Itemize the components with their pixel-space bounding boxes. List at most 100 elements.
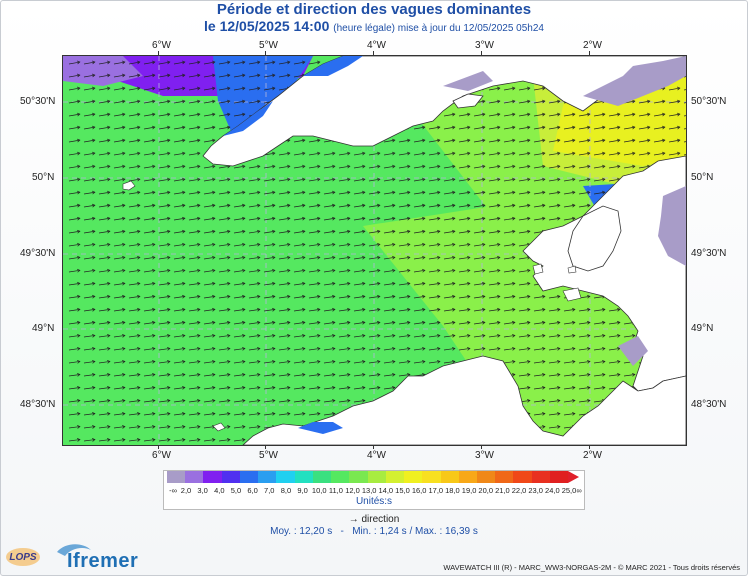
direction-arrow [128, 191, 140, 195]
direction-arrow-head [316, 203, 321, 208]
colorbar-legend: -∞ 2,0 3,0 4,0 5,0 6,0 7,0 8,0 9,0 10,0 11,0 12,0 13… [163, 470, 585, 510]
direction-arrow [248, 296, 260, 299]
direction-arrow [128, 230, 140, 234]
direction-arrow [278, 243, 290, 247]
direction-arrow [128, 243, 140, 247]
direction-arrow-head [526, 112, 531, 117]
direction-arrow [443, 191, 455, 195]
direction-arrow [593, 374, 605, 377]
direction-arrow [128, 413, 140, 416]
direction-arrow [233, 243, 245, 247]
direction-arrow-head [391, 255, 396, 260]
direction-arrow-head [406, 216, 411, 221]
direction-arrow-head [287, 399, 291, 403]
direction-arrow-head [481, 320, 486, 325]
direction-arrow [578, 335, 590, 338]
direction-arrow [158, 74, 170, 78]
direction-arrow-head [91, 73, 96, 78]
direction-arrow-head [347, 399, 351, 403]
direction-arrow-head [76, 203, 81, 208]
direction-arrow-head [151, 333, 156, 338]
direction-arrow [128, 309, 140, 312]
direction-arrow [233, 413, 245, 416]
direction-arrow-head [256, 372, 261, 377]
direction-arrow-head [76, 99, 81, 104]
direction-arrow [398, 361, 410, 364]
direction-arrow-head [182, 385, 186, 390]
direction-arrow [263, 243, 275, 247]
direction-arrow-head [226, 125, 231, 130]
direction-arrow-head [481, 177, 486, 182]
colorbar-tick-label: 15,0 [395, 486, 410, 495]
direction-arrow [518, 230, 530, 234]
colorbar-swatch [185, 471, 204, 483]
direction-arrow-head [616, 372, 621, 377]
direction-arrow [218, 439, 230, 442]
direction-arrow-head [572, 412, 576, 416]
direction-arrow [593, 322, 605, 325]
direction-arrow-head [301, 359, 306, 364]
direction-arrow [128, 61, 140, 65]
direction-arrow-head [316, 372, 321, 377]
direction-arrow-head [511, 190, 516, 195]
direction-arrow-head [586, 112, 591, 117]
direction-arrow-head [181, 73, 186, 78]
lon-label-bottom: 4°W [367, 450, 386, 461]
direction-arrow [338, 387, 350, 390]
direction-arrow [353, 374, 365, 377]
direction-arrow-head [181, 164, 186, 169]
direction-arrow [113, 387, 125, 390]
direction-arrow [158, 139, 170, 143]
direction-arrow [98, 413, 110, 416]
direction-arrow [578, 113, 590, 117]
direction-arrow [173, 191, 185, 195]
direction-arrow-head [226, 294, 231, 299]
direction-arrow [368, 283, 380, 286]
direction-arrow [128, 165, 140, 169]
direction-arrow [188, 139, 200, 143]
direction-arrow [218, 191, 230, 195]
direction-arrow [443, 230, 455, 234]
direction-arrow-head [227, 425, 231, 429]
lops-logo-text: LOPS [9, 552, 37, 563]
direction-arrow [128, 204, 140, 208]
direction-arrow [503, 256, 515, 260]
direction-arrow-head [136, 294, 141, 299]
direction-arrow [263, 152, 275, 156]
direction-arrow [308, 256, 320, 260]
direction-arrow [68, 387, 80, 390]
direction-arrow [173, 74, 185, 78]
direction-arrow [323, 322, 335, 325]
direction-arrow [308, 230, 320, 234]
direction-arrow-head [271, 86, 276, 91]
direction-arrow [263, 256, 275, 260]
direction-arrow-head [391, 138, 396, 143]
direction-arrow [488, 204, 500, 208]
direction-arrow-head [421, 177, 426, 182]
direction-arrow-head [466, 177, 471, 182]
direction-arrow [143, 100, 155, 104]
forecast-datetime: le 12/05/2025 14:00 [204, 18, 330, 34]
direction-arrow [458, 191, 470, 195]
direction-arrow [518, 178, 530, 182]
direction-arrow-head [91, 242, 96, 247]
direction-arrow [338, 296, 350, 299]
direction-arrow [233, 348, 245, 351]
direction-arrow [578, 178, 590, 182]
direction-arrow [158, 191, 170, 195]
direction-arrow-head [646, 138, 651, 143]
direction-arrow [488, 348, 500, 351]
direction-arrow [158, 361, 170, 364]
colorbar-swatch [367, 471, 386, 483]
direction-arrow-head [166, 229, 171, 234]
direction-arrow [128, 87, 140, 91]
direction-arrow-head [271, 333, 276, 338]
direction-arrow [488, 178, 500, 182]
direction-arrow [338, 322, 350, 325]
direction-arrow [323, 309, 335, 312]
direction-arrow [248, 283, 260, 286]
colorbar-tick-label: 2,0 [180, 486, 192, 495]
direction-arrow-head [586, 359, 591, 364]
direction-arrow [458, 165, 470, 169]
direction-arrow [68, 413, 80, 416]
